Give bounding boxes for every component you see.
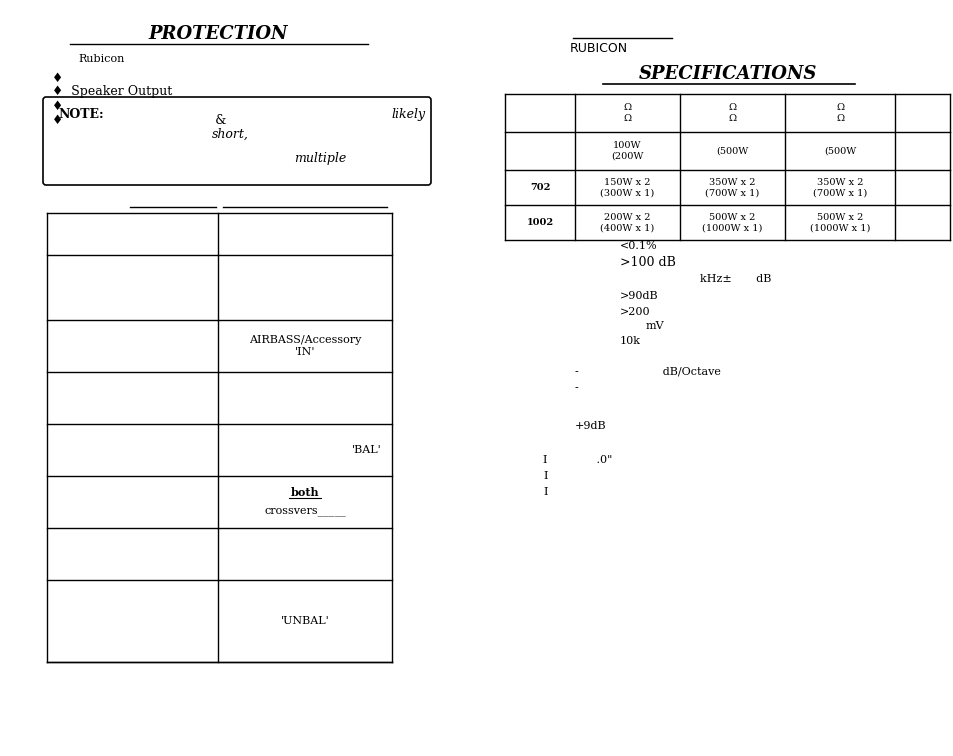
- Text: +9dB: +9dB: [575, 421, 606, 431]
- Text: short,: short,: [212, 128, 248, 141]
- Text: 200W x 2
(400W x 1): 200W x 2 (400W x 1): [599, 212, 654, 232]
- Text: kHz±       dB: kHz± dB: [700, 274, 771, 284]
- Text: Ω
Ω: Ω Ω: [728, 104, 736, 122]
- Text: multiple: multiple: [294, 152, 346, 165]
- Text: 150W x 2
(300W x 1): 150W x 2 (300W x 1): [599, 178, 654, 197]
- Text: Ω
Ω: Ω Ω: [622, 104, 631, 122]
- Text: (500W: (500W: [823, 147, 855, 156]
- Text: 702: 702: [529, 183, 550, 192]
- Text: >100 dB: >100 dB: [619, 256, 675, 268]
- Text: 10k: 10k: [619, 336, 640, 346]
- Text: ♦  Speaker Output: ♦ Speaker Output: [52, 85, 172, 98]
- Text: Ω
Ω: Ω Ω: [835, 104, 843, 122]
- Text: >90dB: >90dB: [619, 291, 658, 301]
- Text: ♦                                      &: ♦ &: [52, 114, 226, 128]
- Text: crossvers_____: crossvers_____: [264, 506, 346, 516]
- Text: NOTE:: NOTE:: [58, 108, 104, 121]
- Text: 1002: 1002: [526, 218, 553, 227]
- Text: I              .0": I .0": [542, 455, 612, 465]
- Text: RUBICON: RUBICON: [569, 42, 627, 55]
- Text: AIRBASS/Accessory
'IN': AIRBASS/Accessory 'IN': [249, 335, 361, 357]
- FancyBboxPatch shape: [43, 97, 431, 185]
- Text: ♦: ♦: [52, 101, 63, 113]
- Text: (500W: (500W: [716, 147, 748, 156]
- Text: 'UNBAL': 'UNBAL': [280, 616, 329, 626]
- Text: PROTECTION: PROTECTION: [148, 25, 288, 43]
- Text: likely: likely: [392, 108, 426, 121]
- Text: both: both: [291, 488, 319, 498]
- Text: 350W x 2
(700W x 1): 350W x 2 (700W x 1): [704, 178, 759, 197]
- Text: I: I: [542, 471, 547, 481]
- Text: -: -: [575, 383, 578, 393]
- Text: ♦: ♦: [52, 72, 63, 85]
- Text: <0.1%: <0.1%: [619, 241, 657, 251]
- Text: 'BAL': 'BAL': [352, 445, 381, 455]
- Text: 350W x 2
(700W x 1): 350W x 2 (700W x 1): [812, 178, 866, 197]
- Text: -                        dB/Octave: - dB/Octave: [575, 366, 720, 376]
- Text: 500W x 2
(1000W x 1): 500W x 2 (1000W x 1): [809, 212, 869, 232]
- Text: mV: mV: [645, 321, 664, 331]
- Text: 100W
(200W: 100W (200W: [611, 141, 643, 161]
- Text: 500W x 2
(1000W x 1): 500W x 2 (1000W x 1): [701, 212, 761, 232]
- Text: Rubicon: Rubicon: [78, 54, 124, 64]
- Text: >200: >200: [619, 307, 650, 317]
- Text: SPECIFICATIONS: SPECIFICATIONS: [639, 65, 817, 83]
- Text: I: I: [542, 487, 547, 497]
